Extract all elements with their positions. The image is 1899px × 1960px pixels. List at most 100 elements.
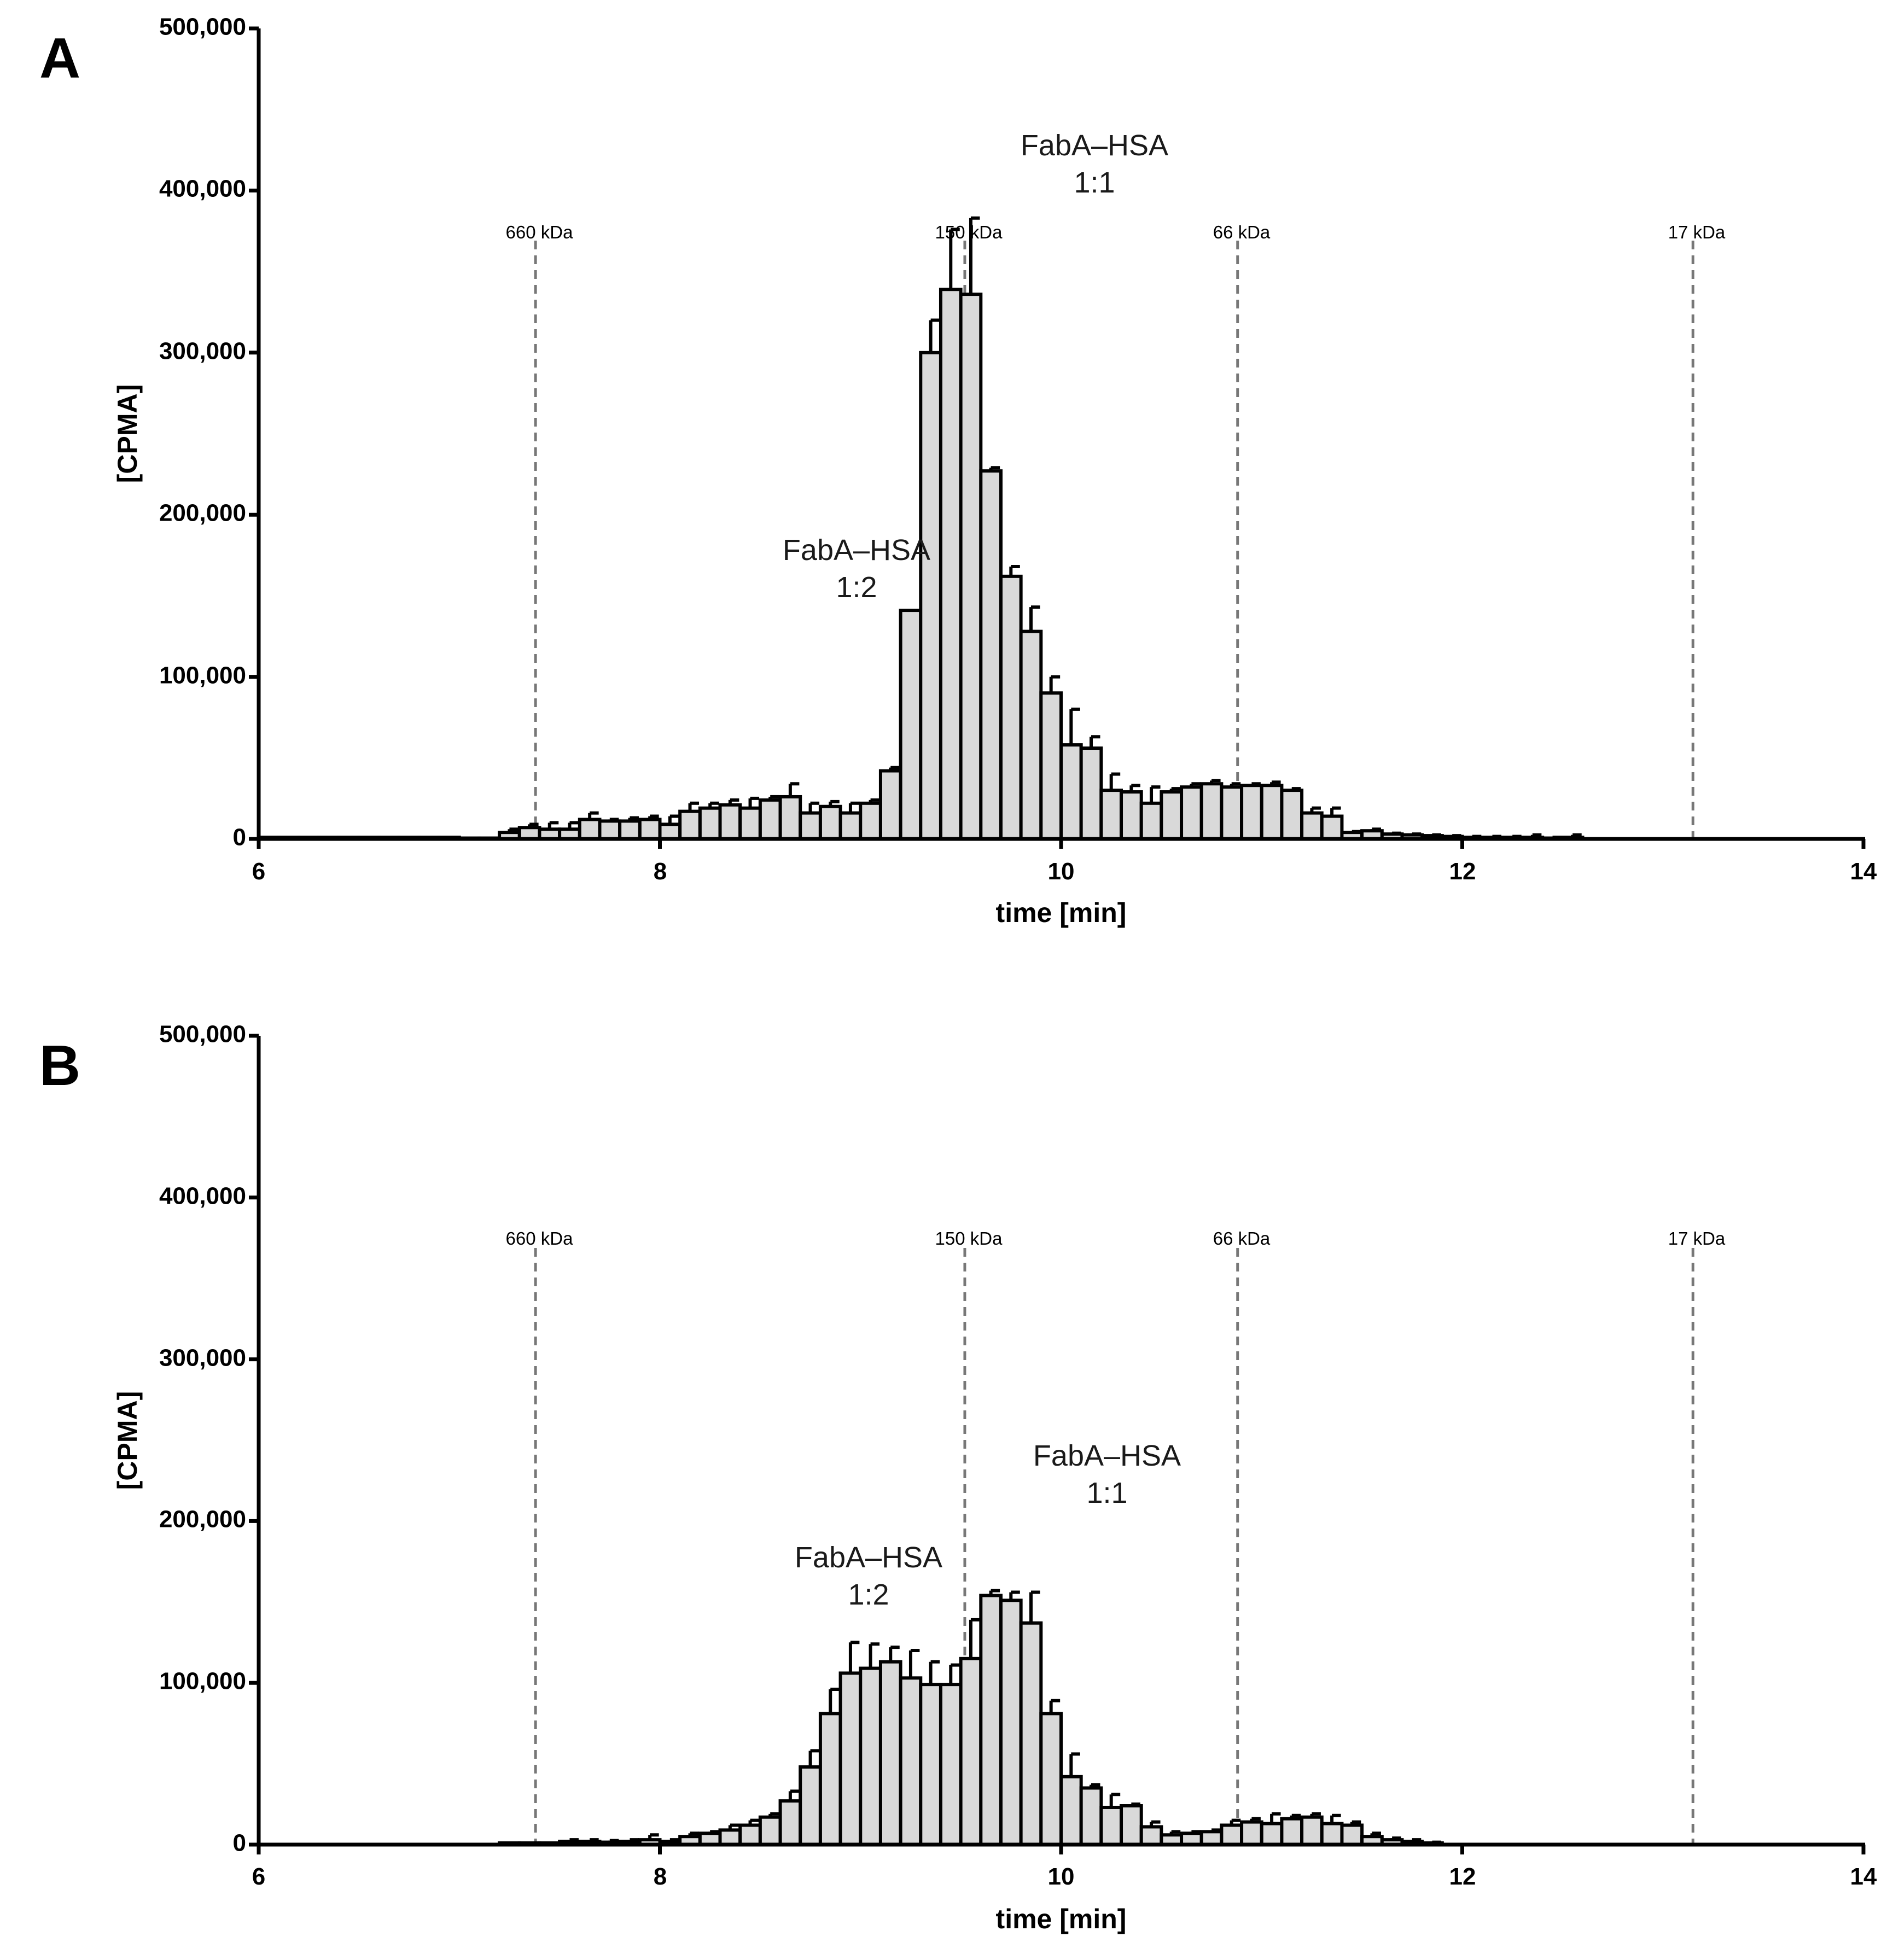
panel-b-bar (1280, 1817, 1304, 1847)
panel-b-xtick-label: 12 (1449, 1863, 1476, 1890)
panel-a-bar (1320, 814, 1344, 841)
panel-a-bar (1099, 789, 1123, 841)
panel-a-ytick-label: 500,000 (159, 14, 246, 40)
panel-a-error-bar (869, 798, 880, 803)
panel-a-ytick-label: 300,000 (159, 338, 246, 365)
panel-a-error-bar (768, 795, 779, 800)
panel-b-ytick-label: 300,000 (159, 1345, 246, 1372)
panel-b-annotation-1-1-ratio: 1:1 (1086, 1477, 1127, 1509)
panel-a-bar (1039, 691, 1063, 841)
panel-a-error-bar (1270, 780, 1281, 786)
panel-a-error-bar (969, 216, 980, 295)
panel-a-error-bar (1210, 779, 1221, 784)
panel-b-bar (919, 1683, 942, 1846)
panel-a-error-bar (1290, 787, 1301, 791)
panel-a-chart: A 0 100,000 200,000 300,000 400,000 500,… (39, 14, 1877, 928)
panel-b-reference-lines (534, 1248, 1694, 1845)
panel-a-error-bar (628, 816, 639, 821)
panel-b-error-bar (728, 1823, 739, 1830)
panel-b-error-bar (1169, 1830, 1181, 1835)
panel-a-bar (1240, 784, 1263, 841)
panel-a-error-bar (1571, 833, 1582, 838)
panel-b-bar (818, 1712, 842, 1847)
panel-b-error-bar (908, 1649, 920, 1678)
panel-a-error-bar (1029, 605, 1040, 632)
panel-b-xtick-label: 8 (654, 1863, 667, 1890)
panel-a-bar (718, 803, 742, 841)
panel-b-bar (1199, 1830, 1224, 1846)
panel-b-error-bar (748, 1818, 760, 1825)
panel-b-bar (1120, 1804, 1143, 1847)
panel-a-bar (919, 351, 942, 841)
panel-a-xtick-label: 8 (654, 858, 667, 885)
panel-a-bar (1079, 746, 1103, 841)
panel-b-error-bar (1129, 1802, 1140, 1806)
panel-a-error-bar (848, 801, 860, 813)
panel-b-error-bar (1069, 1752, 1080, 1777)
panel-a-ref-label-17kda: 17 kDa (1668, 222, 1726, 242)
panel-a-error-bar (528, 822, 539, 828)
panel-a-bar (1220, 785, 1244, 841)
panel-b-error-bar (688, 1831, 700, 1837)
panel-a-bar (698, 806, 722, 841)
panel-a-bar (899, 609, 923, 841)
panel-b-bar (979, 1594, 1003, 1847)
panel-a-error-bar (728, 798, 739, 805)
panel-b-xtick-label: 14 (1850, 1863, 1877, 1890)
panel-b-y-ticks (249, 1034, 259, 1847)
panel-b-ref-label-66kda: 66 kDa (1213, 1228, 1271, 1249)
panel-b-error-bar (829, 1688, 840, 1714)
panel-b-bar (799, 1765, 822, 1847)
panel-a-error-bar (708, 801, 719, 808)
panel-b-bar (939, 1683, 963, 1846)
panel-a-x-ticks (257, 839, 1866, 849)
panel-b-ytick-label: 0 (233, 1830, 246, 1857)
panel-b-bar (1340, 1823, 1364, 1846)
panel-b-xtick-label: 10 (1048, 1863, 1075, 1890)
panel-b-error-bar (1029, 1590, 1040, 1623)
panel-b-bar (1240, 1820, 1263, 1846)
panel-b-error-bar (1390, 1836, 1401, 1840)
panel-a-error-bar (829, 800, 840, 807)
panel-a-error-bar (648, 814, 659, 820)
panel-b-bar (838, 1671, 863, 1846)
panel-a-error-bar (688, 801, 700, 812)
panel-a-error-bar (1370, 827, 1381, 831)
panel-b-error-bar (848, 1641, 860, 1673)
panel-b-ref-label-660kda: 660 kDa (506, 1228, 574, 1249)
panel-b-error-bar (1009, 1590, 1020, 1601)
panel-a-error-bar (1310, 806, 1321, 813)
panel-a-error-bar (588, 811, 599, 820)
panel-a-bar (1180, 785, 1203, 841)
panel-b-error-bar (1150, 1820, 1161, 1827)
panel-b-x-ticks (257, 1845, 1866, 1854)
panel-b-error-bar (668, 1838, 679, 1842)
panel-a-error-bar (1090, 735, 1100, 749)
panel-a-bar (1139, 801, 1163, 841)
panel-b-bar (718, 1828, 742, 1846)
panel-a-annotation-1-2-ratio: 1:2 (836, 571, 877, 604)
panel-b-ytick-label: 500,000 (159, 1021, 246, 1048)
panel-a-bar (578, 818, 602, 841)
panel-a-xtick-label: 10 (1048, 858, 1075, 885)
panel-b-bar (1220, 1823, 1244, 1846)
panel-b-error-bar (1350, 1820, 1361, 1825)
panel-b-error-bar (608, 1839, 619, 1842)
panel-b-error-bar (768, 1812, 779, 1817)
panel-b-error-bar (588, 1838, 599, 1842)
panel-b-bar (738, 1823, 762, 1846)
panel-a-bar (618, 819, 642, 841)
panel-b-error-bar (1270, 1812, 1281, 1824)
panel-a-annotation-1-1: FabA–HSA (1021, 129, 1168, 162)
panel-a-error-bar (1049, 675, 1061, 693)
panel-b-bar (1139, 1825, 1163, 1846)
panel-b-error-bars (568, 1589, 1441, 1844)
panel-b-error-bar (808, 1749, 820, 1768)
panel-a-bar (678, 809, 702, 841)
panel-a-annotation-1-2: FabA–HSA (783, 534, 930, 567)
panel-b-bar (878, 1660, 902, 1847)
panel-a-xtick-label: 6 (252, 858, 265, 885)
panel-a-bar (799, 811, 822, 841)
panel-a-y-ticks (249, 26, 259, 841)
